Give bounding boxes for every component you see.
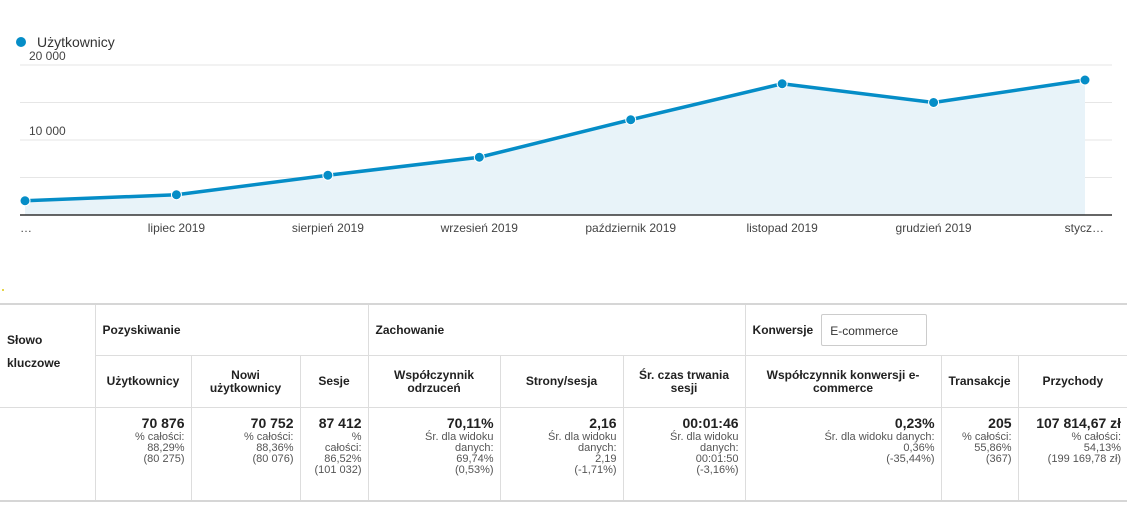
x-tick-label: listopad 2019 xyxy=(746,221,818,235)
total-sessions: 87 412 % całości: 86,52% (101 032) xyxy=(299,407,369,502)
keyword-header-label: Słowo kluczowe xyxy=(7,333,61,370)
legend-label: Użytkownicy xyxy=(37,34,115,50)
group-behavior: Zachowanie xyxy=(367,303,746,356)
x-tick-label: grudzień 2019 xyxy=(896,221,972,235)
keyword-column-header[interactable]: Słowo kluczowe xyxy=(0,303,96,408)
metric-header-transactions[interactable]: Transakcje xyxy=(940,355,1019,408)
series-line xyxy=(24,78,1086,203)
total-transactions: 205 % całości: 55,86% (367) xyxy=(940,407,1019,502)
data-point xyxy=(170,189,182,201)
metric-header-sessions[interactable]: Sesje xyxy=(299,355,369,408)
group-conversions: Konwersje E-commerce xyxy=(744,303,1127,356)
total-pages-per-session: 2,16 Śr. dla widoku danych: 2,19 (-1,71%… xyxy=(499,407,624,502)
metric-header-new-users[interactable]: Nowi użytkownicy xyxy=(190,355,301,408)
total-new-users: 70 752 % całości: 88,36% (80 076) xyxy=(190,407,301,502)
data-point xyxy=(625,114,637,126)
users-line-chart: 20 000 10 000 … lipiec 2019 sierpień 2019 wrz… xyxy=(19,50,1112,235)
conversions-label: Konwersje xyxy=(752,323,814,337)
x-tick-label: lipiec 2019 xyxy=(148,221,206,235)
data-point xyxy=(473,151,485,163)
data-point xyxy=(776,78,788,90)
totals-row: 70 876 % całości: 88,29% (80 275) 70 752… xyxy=(0,407,1127,502)
total-revenue: 107 814,67 zł % całości: 54,13% (199 169… xyxy=(1017,407,1127,502)
keyword-total-cell xyxy=(0,407,96,502)
metric-header-users[interactable]: Użytkownicy xyxy=(95,355,192,408)
conversion-type-dropdown[interactable]: E-commerce xyxy=(821,314,928,346)
x-tick-label: … xyxy=(20,221,32,235)
data-point xyxy=(19,195,31,207)
metric-header-bounce-rate[interactable]: Współczynnik odrzuceń xyxy=(367,355,501,408)
metric-header-pages-per-session[interactable]: Strony/sesja xyxy=(499,355,624,408)
data-point xyxy=(1079,74,1091,86)
x-tick-label: sierpień 2019 xyxy=(292,221,364,235)
data-point xyxy=(928,97,940,108)
total-ecommerce-conversion-rate: 0,23% Śr. dla widoku danych: 0,36% (-35,… xyxy=(744,407,942,502)
group-acquisition: Pozyskiwanie xyxy=(94,303,369,356)
total-avg-session-duration: 00:01:46 Śr. dla widoku danych: 00:01:50… xyxy=(622,407,746,502)
total-users: 70 876 % całości: 88,29% (80 275) xyxy=(94,407,192,502)
y-tick-label: 20 000 xyxy=(29,50,66,63)
x-tick-label: stycz… xyxy=(1065,221,1104,235)
x-tick-label: październik 2019 xyxy=(585,221,676,235)
report-table: Słowo kluczowe Pozyskiwanie Zachowanie K… xyxy=(0,303,1127,502)
marker-dot xyxy=(2,289,4,291)
metric-header-revenue[interactable]: Przychody xyxy=(1017,355,1127,408)
y-tick-label: 10 000 xyxy=(29,124,66,138)
total-bounce-rate: 70,11% Śr. dla widoku danych: 69,74% (0,… xyxy=(367,407,501,502)
chart-legend: Użytkownicy xyxy=(16,34,115,50)
data-point xyxy=(322,169,334,181)
metric-header-avg-session-duration[interactable]: Śr. czas trwania sesji xyxy=(622,355,746,408)
x-tick-label: wrzesień 2019 xyxy=(440,221,519,235)
legend-dot-icon xyxy=(16,37,26,47)
metric-header-ecommerce-conversion-rate[interactable]: Współczynnik konwersji e-commerce xyxy=(744,355,942,408)
